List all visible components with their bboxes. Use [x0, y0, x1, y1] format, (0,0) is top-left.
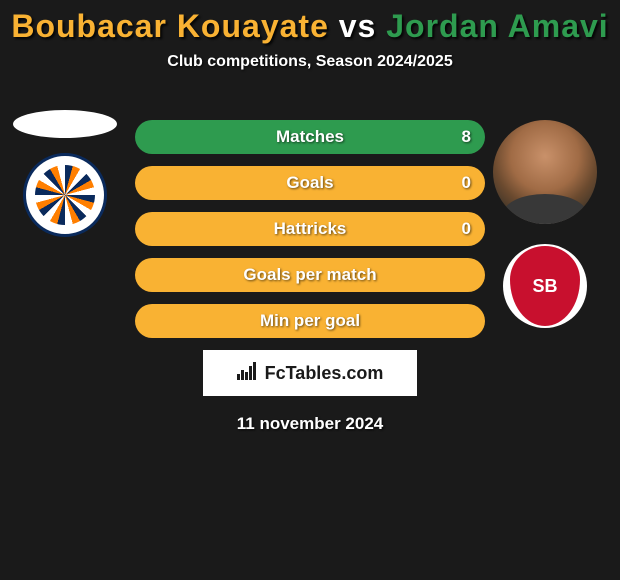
page-title: Boubacar Kouayate vs Jordan Amavi — [0, 0, 620, 45]
stat-value-right: 8 — [462, 127, 471, 147]
stat-value-right: 0 — [462, 173, 471, 193]
vs-text: vs — [339, 8, 377, 44]
stat-row-hattricks: Hattricks 0 — [135, 212, 485, 246]
footer-date: 11 november 2024 — [135, 414, 485, 434]
stat-label: Goals — [286, 173, 333, 193]
stat-label: Goals per match — [243, 265, 376, 285]
stat-row-goals: Goals 0 — [135, 166, 485, 200]
branding-text: FcTables.com — [265, 363, 384, 384]
player1-name: Boubacar Kouayate — [11, 8, 329, 44]
stat-row-mpg: Min per goal — [135, 304, 485, 338]
club2-logo — [503, 244, 587, 328]
club1-logo — [23, 153, 107, 237]
right-column — [490, 120, 600, 328]
stat-row-gpm: Goals per match — [135, 258, 485, 292]
stat-value-right: 0 — [462, 219, 471, 239]
player1-placeholder — [13, 110, 117, 138]
stat-label: Hattricks — [274, 219, 347, 239]
subtitle: Club competitions, Season 2024/2025 — [0, 53, 620, 71]
stats-table: Matches 8 Goals 0 Hattricks 0 Goals per … — [135, 120, 485, 434]
left-column — [10, 110, 120, 237]
branding-box: FcTables.com — [203, 350, 417, 396]
bar-chart-icon — [237, 362, 259, 385]
stat-label: Min per goal — [260, 311, 360, 331]
stat-label: Matches — [276, 127, 344, 147]
player2-photo — [493, 120, 597, 224]
player2-name: Jordan Amavi — [386, 8, 608, 44]
stat-row-matches: Matches 8 — [135, 120, 485, 154]
